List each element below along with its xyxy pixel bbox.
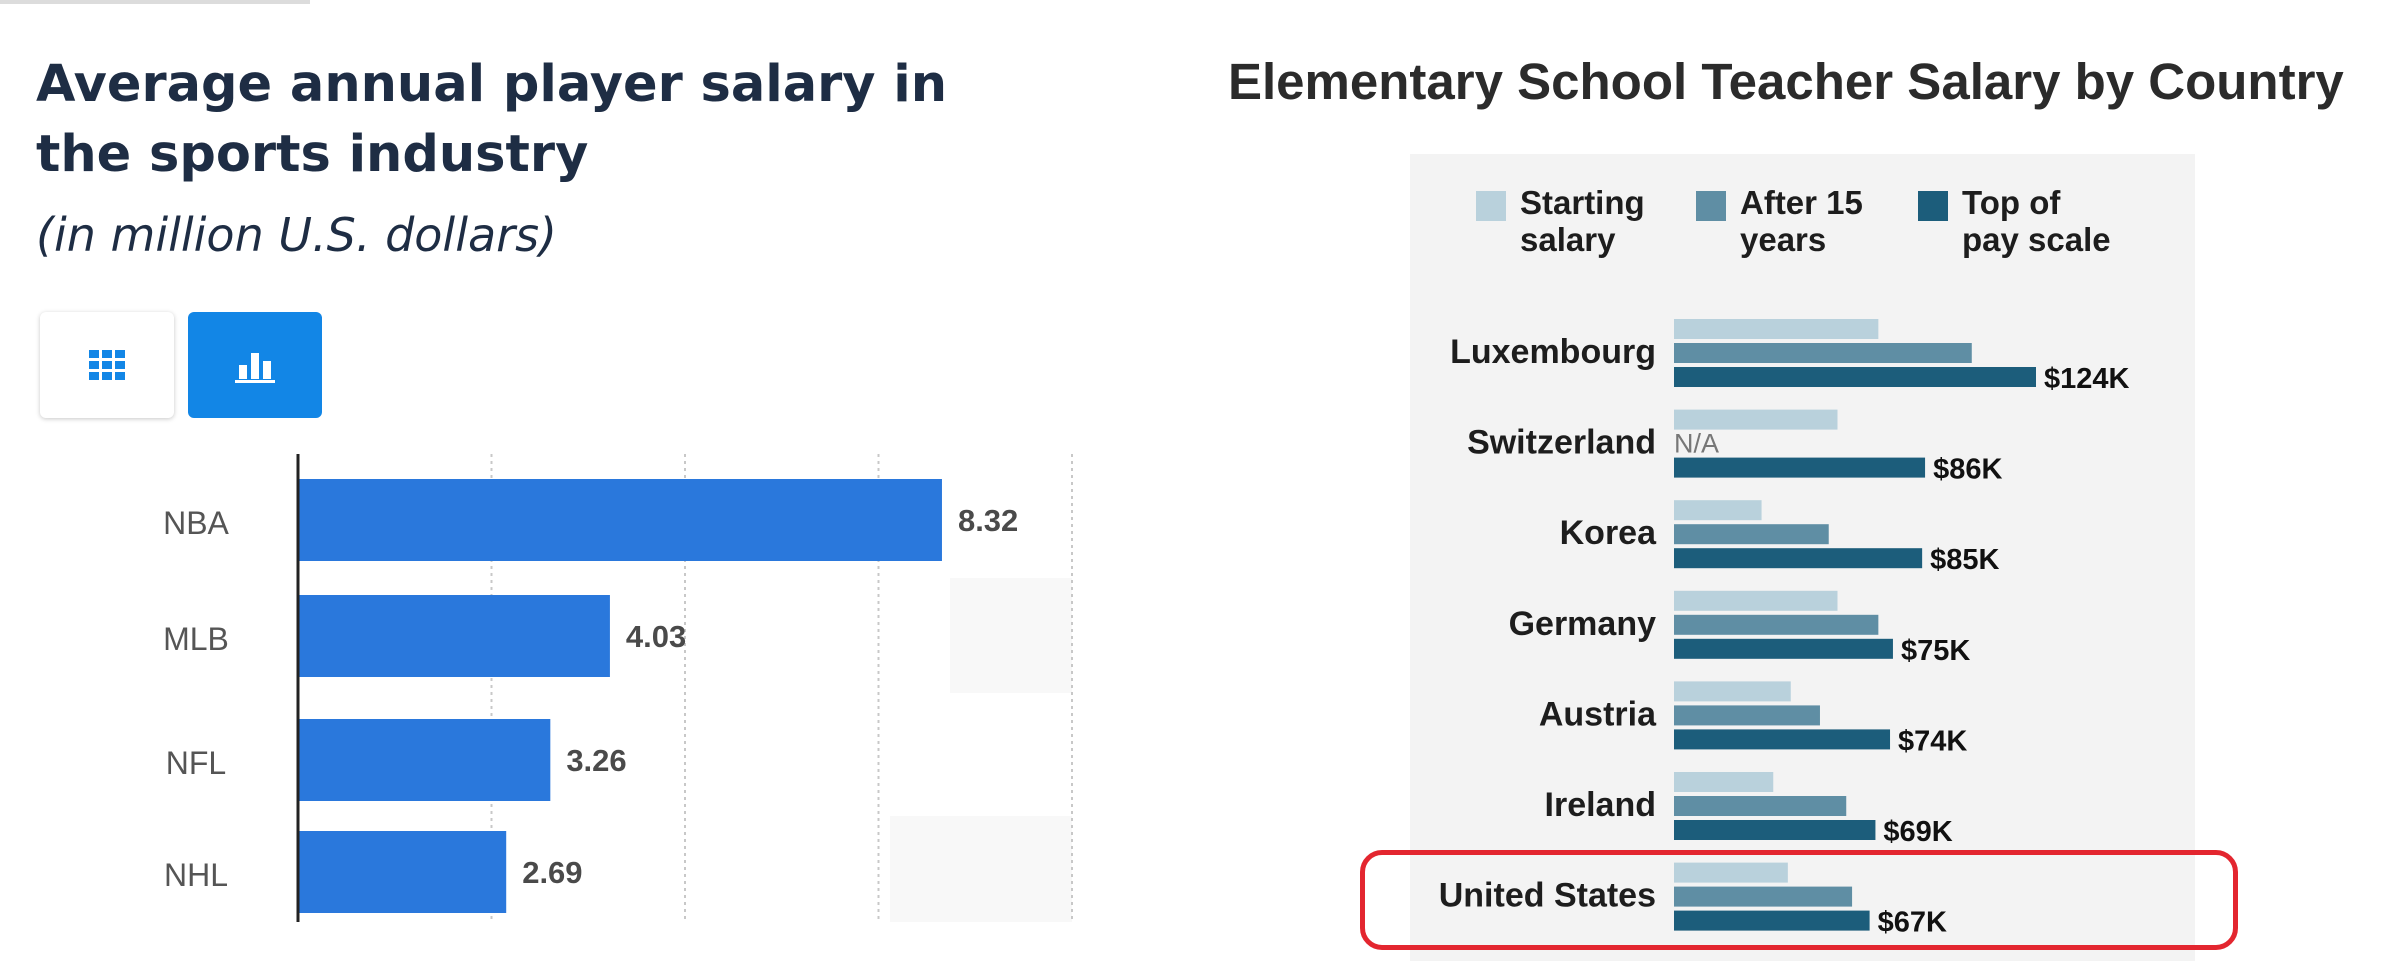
row-shade xyxy=(890,816,1072,922)
bar-luxembourg-series-0 xyxy=(1674,319,1879,339)
bar-germany-series-1 xyxy=(1674,614,1879,635)
legend-swatch-top xyxy=(1918,191,1948,221)
category-label-nhl: NHL xyxy=(164,857,228,893)
legend-item-after15: After 15 years xyxy=(1696,184,1890,258)
bar-luxembourg-series-2 xyxy=(1674,367,2036,387)
legend-label-after15: After 15 years xyxy=(1740,184,1863,258)
country-label-luxembourg: Luxembourg xyxy=(1450,333,1656,371)
bar-austria-series-2 xyxy=(1674,729,1891,750)
country-label-korea: Korea xyxy=(1560,514,1657,552)
teacher-salary-chart: Luxembourg $124K Switzerland N/A $86K Korea $8… xyxy=(1439,319,2130,939)
bar-united-states-series-1 xyxy=(1674,886,1853,907)
bar-switzerland-series-0 xyxy=(1674,409,1838,430)
value-label-korea: $85K xyxy=(1930,544,1999,576)
bar-austria-series-0 xyxy=(1674,681,1791,702)
bar-austria-series-1 xyxy=(1674,705,1820,726)
bar-ireland-series-2 xyxy=(1674,820,1876,840)
na-label-switzerland: N/A xyxy=(1674,429,1719,459)
chart-view-button[interactable] xyxy=(188,312,322,418)
country-label-ireland: Ireland xyxy=(1545,786,1656,824)
category-label-mlb: MLB xyxy=(163,621,229,657)
bar-united-states-series-0 xyxy=(1674,862,1788,883)
left-chart-title: Average annual player salary in the spor… xyxy=(36,55,948,184)
country-label-united-states: United States xyxy=(1439,877,1656,915)
legend-swatch-starting xyxy=(1476,191,1506,221)
player-salary-chart: NBA 8.32 MLB 4.03 NFL 3.26 NHL 2.69 xyxy=(163,454,1073,922)
bar-switzerland-series-2 xyxy=(1674,457,1926,478)
legend-label-starting: Starting salary xyxy=(1520,184,1645,258)
value-label-mlb: 4.03 xyxy=(626,619,686,654)
value-label-switzerland: $86K xyxy=(1933,454,2002,486)
value-label-austria: $74K xyxy=(1898,725,1967,757)
country-label-switzerland: Switzerland xyxy=(1467,424,1656,462)
bar-luxembourg-series-1 xyxy=(1674,343,1972,363)
table-view-button[interactable] xyxy=(40,312,174,418)
bar-mlb xyxy=(298,595,610,677)
bar-nfl xyxy=(298,719,551,801)
value-label-nfl: 3.26 xyxy=(566,743,626,778)
left-chart-subtitle: (in million U.S. dollars) xyxy=(36,208,558,262)
category-label-nfl: NFL xyxy=(166,745,226,781)
grid-table-icon xyxy=(89,350,125,380)
country-label-austria: Austria xyxy=(1539,695,1657,733)
united-states-highlight xyxy=(1360,850,2238,950)
value-label-luxembourg: $124K xyxy=(2044,363,2130,395)
bar-ireland-series-1 xyxy=(1674,796,1847,816)
bar-korea-series-1 xyxy=(1674,524,1829,545)
bar-ireland-series-0 xyxy=(1674,772,1774,792)
category-label-nba: NBA xyxy=(163,505,229,541)
bar-nhl xyxy=(298,831,507,913)
bar-korea-series-0 xyxy=(1674,500,1762,521)
legend-swatch-after15 xyxy=(1696,191,1726,221)
legend-item-starting: Starting salary xyxy=(1476,184,1670,258)
value-label-ireland: $69K xyxy=(1883,816,1952,848)
value-label-nhl: 2.69 xyxy=(522,855,582,890)
row-shade xyxy=(950,578,1072,693)
bar-korea-series-2 xyxy=(1674,548,1923,569)
teacher-salary-panel: Starting salary After 15 years Top of pa… xyxy=(1410,154,2195,961)
value-label-united-states: $67K xyxy=(1878,907,1947,939)
value-label-germany: $75K xyxy=(1901,635,1970,667)
top-divider xyxy=(0,0,310,4)
bar-chart-icon xyxy=(235,347,275,383)
bar-united-states-series-2 xyxy=(1674,910,1870,931)
value-label-nba: 8.32 xyxy=(958,503,1018,538)
bar-germany-series-0 xyxy=(1674,590,1838,611)
bar-nba xyxy=(298,479,942,561)
right-chart-title: Elementary School Teacher Salary by Coun… xyxy=(1228,53,2344,110)
legend-label-top: Top of pay scale xyxy=(1962,184,2111,258)
country-label-germany: Germany xyxy=(1509,605,1656,643)
bar-germany-series-2 xyxy=(1674,638,1893,659)
legend-item-top: Top of pay scale xyxy=(1918,184,2112,258)
